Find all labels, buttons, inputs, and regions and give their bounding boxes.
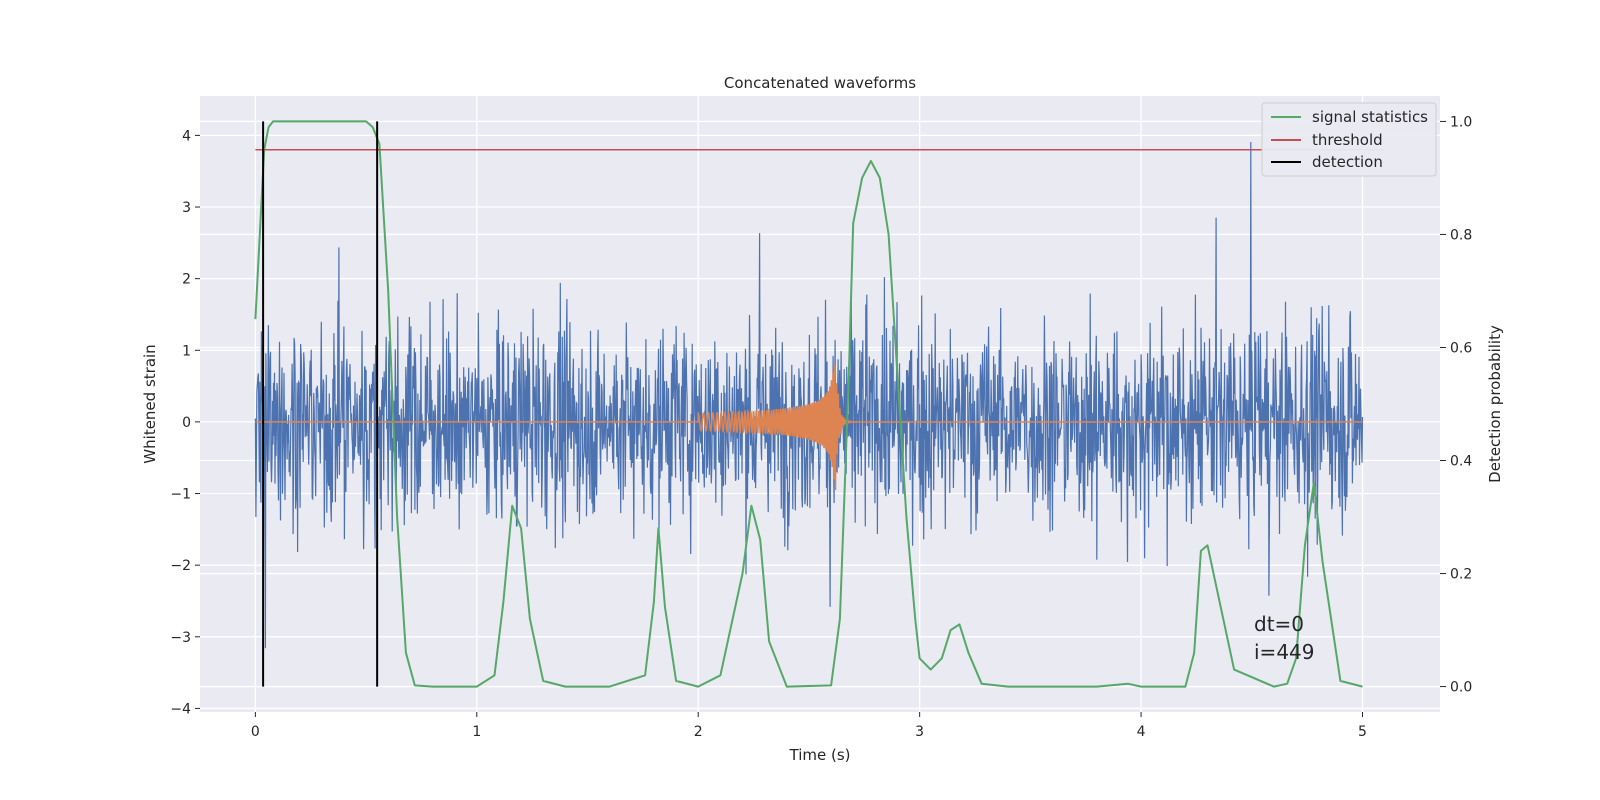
- legend: signal statistics threshold detection: [1261, 102, 1437, 177]
- y-tick-label: −2: [170, 558, 191, 574]
- y-right-tick-label: 0.2: [1450, 567, 1472, 583]
- annotation-i: i=449: [1254, 640, 1315, 664]
- annotation-dt: dt=0: [1254, 612, 1304, 636]
- y-tick-label: 4: [182, 128, 191, 144]
- y-right-tick-label: 0.4: [1450, 454, 1472, 470]
- x-tick-label: 4: [1137, 724, 1146, 740]
- legend-label-signal-statistics: signal statistics: [1312, 108, 1428, 126]
- legend-label-threshold: threshold: [1312, 131, 1383, 149]
- y-axis-label-right: Detection probability: [1486, 325, 1504, 483]
- y-right-tick-label: 0.6: [1450, 340, 1472, 356]
- template-series: [255, 364, 1363, 491]
- y-tick-label: −1: [170, 487, 191, 503]
- y-right-tick-label: 0.0: [1450, 680, 1472, 696]
- x-tick-label: 2: [694, 724, 703, 740]
- y-tick-label: 0: [182, 415, 191, 431]
- probability-series: [254, 120, 1385, 688]
- chart-title: Concatenated waveforms: [724, 74, 916, 92]
- y-axis-label: Whitened strain: [141, 344, 159, 463]
- y-tick-label: 1: [182, 343, 191, 359]
- template-trace: [255, 364, 1363, 491]
- legend-label-detection: detection: [1312, 153, 1383, 171]
- strain-trace: [254, 141, 1364, 649]
- x-axis-label: Time (s): [789, 746, 851, 764]
- x-tick-label: 0: [251, 724, 260, 740]
- x-tick-label: 5: [1358, 724, 1367, 740]
- y-tick-label: 3: [182, 200, 191, 216]
- y-tick-label: −3: [170, 630, 191, 646]
- strain-series: [254, 141, 1364, 649]
- y-tick-label: 2: [182, 272, 191, 288]
- y-tick-label: −4: [170, 701, 191, 717]
- x-tick-label: 1: [472, 724, 481, 740]
- y-right-tick-label: 1.0: [1450, 114, 1472, 130]
- axes: 0 1 2 3 4 5 −4 −3 −2 −1 0 1 2 3 4 0.0 0.2 0.4 0.6 0.8 1.0: [170, 114, 1472, 740]
- y-right-tick-label: 0.8: [1450, 227, 1472, 243]
- legend-frame: [1261, 102, 1437, 177]
- x-tick-label: 3: [915, 724, 924, 740]
- signal-statistics-line: [254, 120, 1363, 688]
